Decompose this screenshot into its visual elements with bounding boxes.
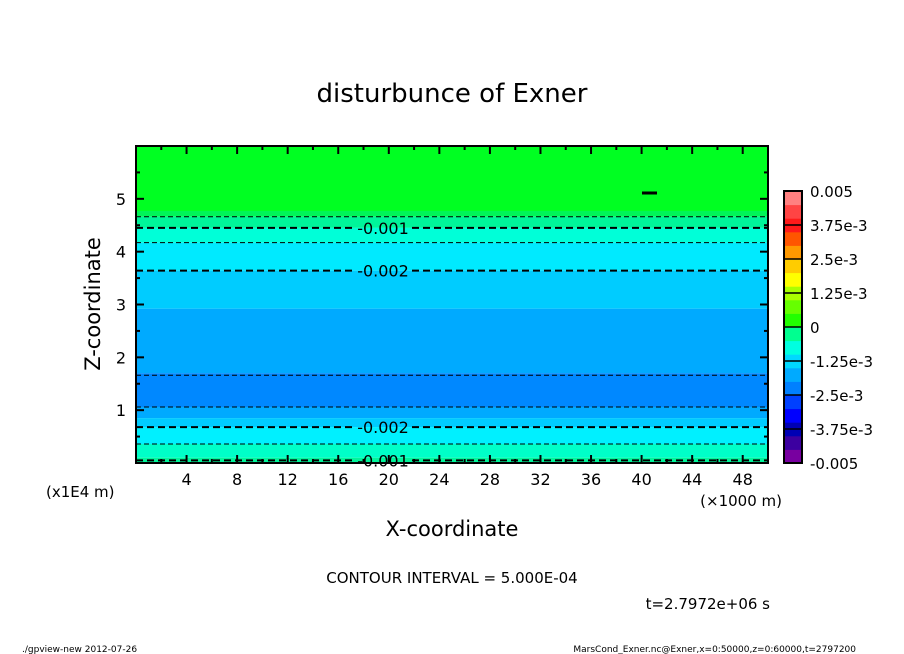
y-tick-label: 2	[116, 348, 126, 367]
contour-band	[136, 216, 768, 228]
colorbar-label: 1.25e-3	[810, 285, 868, 303]
y-tick-label: 5	[116, 190, 126, 209]
colorbar-swatch	[784, 313, 802, 328]
colorbar-frame	[783, 190, 803, 464]
colorbar-swatch	[784, 435, 802, 450]
x-tick-label: 44	[682, 470, 702, 489]
footer-left: ./gpview-new 2012-07-26	[22, 645, 137, 654]
contour-lines: -0.001 -0.002 -0.002 -0.001	[136, 216, 768, 470]
y-units: (x1E4 m)	[46, 483, 115, 501]
x-tick-label: 40	[631, 470, 651, 489]
x-tick-label: 48	[733, 470, 753, 489]
contour-band	[136, 210, 768, 217]
y-tick-label: 1	[116, 401, 126, 420]
colorbar-label: 3.75e-3	[810, 217, 868, 235]
x-tick-label: 36	[581, 470, 601, 489]
contour-band	[136, 308, 768, 374]
x-tick-label: 16	[328, 470, 348, 489]
x-tick-label: 32	[530, 470, 550, 489]
colorbar-label: 2.5e-3	[810, 251, 858, 269]
y-axis-label: Z-coordinate	[81, 237, 105, 371]
colorbar-swatch	[784, 340, 802, 355]
contour-label: -0.001	[357, 451, 409, 470]
x-tick-label: 8	[232, 470, 242, 489]
colorbar-swatch	[784, 367, 802, 382]
colorbar-swatch	[784, 231, 802, 246]
colorbar-swatch	[784, 381, 802, 396]
colorbar-swatch	[784, 191, 802, 206]
colorbar-swatch	[784, 299, 802, 314]
y-tick-label: 4	[116, 243, 126, 262]
plot-frame	[135, 145, 769, 464]
chart-title: disturbunce of Exner	[317, 79, 588, 109]
footer-right: MarsCond_Exner.nc@Exner,x=0:50000,z=0:60…	[573, 645, 856, 654]
colorbar-swatch	[784, 204, 802, 219]
colorbar-label: 0.005	[810, 183, 853, 201]
contour-label: -0.002	[357, 418, 409, 437]
contour-label: -0.002	[357, 262, 409, 281]
x-tick-label: 24	[429, 470, 449, 489]
colorbar-swatch	[784, 449, 802, 464]
x-tick-label: 12	[278, 470, 298, 489]
colorbar-label: -0.005	[810, 455, 858, 473]
contour-band	[136, 406, 768, 419]
contour-fill	[136, 146, 768, 463]
colorbar-label: -3.75e-3	[810, 421, 873, 439]
colorbar-swatch	[784, 245, 802, 260]
colorbar-swatch	[784, 259, 802, 274]
contour-label: -0.001	[357, 219, 409, 238]
x-tick-label: 28	[480, 470, 500, 489]
contour-band	[136, 373, 768, 407]
colorbar-swatch	[784, 408, 802, 423]
colorbar: 0.005 3.75e-3 2.5e-3 1.25e-3 0 -1.25e-3 -2.5e-…	[783, 183, 873, 473]
contour-band	[136, 242, 768, 271]
colorbar-label: 0	[810, 319, 820, 337]
colorbar-swatch	[784, 395, 802, 410]
contour-band	[136, 227, 768, 243]
contour-interval: CONTOUR INTERVAL = 5.000E-04	[326, 569, 577, 587]
contour-band	[136, 427, 768, 444]
contour-band	[136, 443, 768, 458]
x-tick-label: 4	[181, 470, 191, 489]
contour-band	[136, 146, 768, 211]
contour-band	[136, 418, 768, 428]
contour-band	[136, 270, 768, 309]
colorbar-swatch	[784, 327, 802, 342]
x-tick-label: 20	[379, 470, 399, 489]
x-units: (×1000 m)	[700, 492, 782, 510]
colorbar-swatch	[784, 272, 802, 287]
y-tick-label: 3	[116, 296, 126, 315]
colorbar-label: -1.25e-3	[810, 353, 873, 371]
colorbar-label: -2.5e-3	[810, 387, 863, 405]
x-axis-label: X-coordinate	[386, 517, 519, 541]
time-label: t=2.7972e+06 s	[646, 595, 771, 613]
